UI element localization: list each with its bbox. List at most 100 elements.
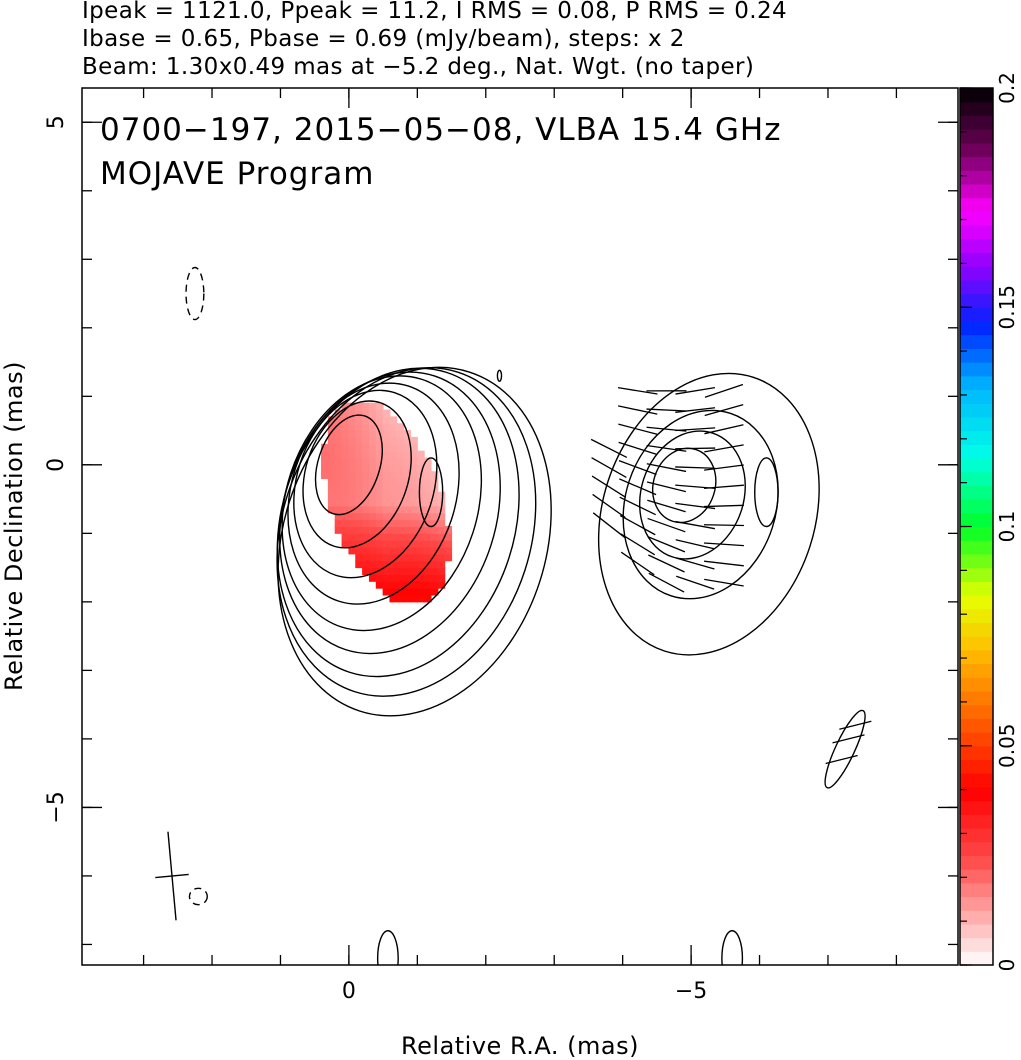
polarization-pixel [396, 573, 405, 582]
polarization-pixel [375, 539, 384, 548]
polarization-pixel [375, 580, 384, 589]
colorbar-segment [960, 663, 993, 678]
polarization-pixel [403, 553, 411, 562]
polarization-pixel [334, 457, 343, 466]
polarization-pixel [389, 471, 398, 480]
colorbar-segment [960, 320, 993, 336]
polarization-pixel [341, 498, 350, 507]
evpa-vector [704, 403, 744, 417]
colorbar-segment [960, 238, 993, 254]
axis-ticks [82, 88, 958, 965]
polarization-pixel [389, 539, 398, 548]
colorbar-segment [960, 389, 993, 404]
evpa-vector [618, 423, 658, 435]
y-tick-label: 5 [44, 115, 69, 129]
polarization-pixel [403, 450, 411, 459]
polarization-pixel [382, 539, 391, 548]
map-subtitle: MOJAVE Program [100, 156, 374, 192]
polarization-pixel [396, 587, 405, 596]
polarization-pixel [362, 436, 370, 445]
polarization-pixel [416, 519, 425, 527]
colorbar-segment [960, 156, 993, 171]
polarization-pixel [403, 560, 411, 569]
polarization-pixel [423, 546, 432, 555]
polarization-pixel [389, 560, 398, 569]
polarization-pixel [355, 512, 364, 521]
polarization-pixel [348, 498, 357, 507]
colorbar-segment [960, 526, 993, 541]
polarization-pixel [423, 553, 432, 562]
polarization-pixel [341, 519, 350, 527]
evpa-vector [646, 463, 687, 473]
polarization-pixel [368, 478, 377, 486]
colorbar-segment [960, 183, 993, 199]
polarization-pixel [416, 457, 425, 466]
isolated-contour [824, 709, 866, 789]
colorbar-segment [960, 211, 993, 226]
polarization-pixel [382, 580, 391, 589]
colorbar-segment [960, 869, 993, 884]
intensity-contours [185, 266, 866, 965]
polarization-pixel [341, 443, 350, 452]
y-axis-label: Relative Declination (mas) [0, 361, 28, 691]
polarization-pixel [334, 464, 343, 473]
evpa-vector [839, 720, 872, 730]
colorbar-segment [960, 581, 993, 596]
polarization-pixel [355, 484, 364, 493]
evpa-vector [618, 460, 657, 476]
polarization-pixel [430, 553, 439, 562]
polarization-pixel [368, 409, 377, 418]
polarization-pixel [437, 580, 446, 589]
polarization-pixel [341, 436, 350, 445]
colorbar-segment [960, 882, 993, 898]
polarization-pixel [348, 423, 357, 432]
polarization-pixel [389, 436, 398, 445]
restoring-beam [155, 831, 189, 921]
polarization-pixel [389, 423, 398, 432]
polarization-pixel [334, 471, 343, 480]
polarization-pixel [355, 450, 364, 459]
polarization-pixel [368, 519, 377, 527]
polarization-pixel [375, 491, 384, 500]
isolated-contour [376, 930, 399, 965]
colorbar-segment [960, 553, 993, 569]
evpa-vector [591, 457, 627, 479]
polarization-pixel [403, 491, 411, 500]
polarization-pixel [341, 450, 350, 459]
polarization-pixel [396, 594, 405, 603]
polarization-pixel [403, 464, 411, 473]
polarization-pixel [341, 416, 350, 425]
evpa-vector [704, 444, 744, 453]
polarization-pixel [362, 423, 370, 432]
polarization-pixel [403, 519, 411, 527]
colorbar-segment [960, 745, 993, 761]
map-title: 0700−197, 2015−05−08, VLBA 15.4 GHz [100, 112, 781, 148]
evpa-vector [675, 557, 715, 570]
polarization-pixel [403, 573, 411, 582]
polarization-pixel [430, 587, 439, 596]
colorbar-segment [960, 362, 993, 377]
polarization-pixel [368, 491, 377, 500]
colorbar-segment [960, 403, 993, 418]
polarization-pixel [368, 450, 377, 459]
polarization-pixel [368, 505, 377, 514]
colorbar-segment [960, 595, 993, 610]
colorbar-tick-label: 0.05 [995, 723, 1019, 768]
colorbar-segment [960, 896, 993, 911]
polarization-pixel [437, 546, 446, 555]
colorbar-segment [960, 841, 993, 856]
evpa-vector [647, 499, 686, 513]
polarization-pixel [341, 491, 350, 500]
polarization-pixel [403, 471, 411, 480]
polarization-pixel [382, 532, 391, 541]
polarization-pixel [368, 464, 377, 473]
polarization-pixel [396, 423, 405, 432]
polarization-pixel [396, 560, 405, 569]
polarization-pixel [410, 519, 418, 527]
polarization-pixel [437, 573, 446, 582]
evpa-vector [704, 560, 744, 567]
polarization-pixel [355, 546, 364, 555]
evpa-vectors [590, 383, 872, 765]
polarization-pixel [444, 546, 453, 555]
colorbar-segment [960, 773, 993, 788]
